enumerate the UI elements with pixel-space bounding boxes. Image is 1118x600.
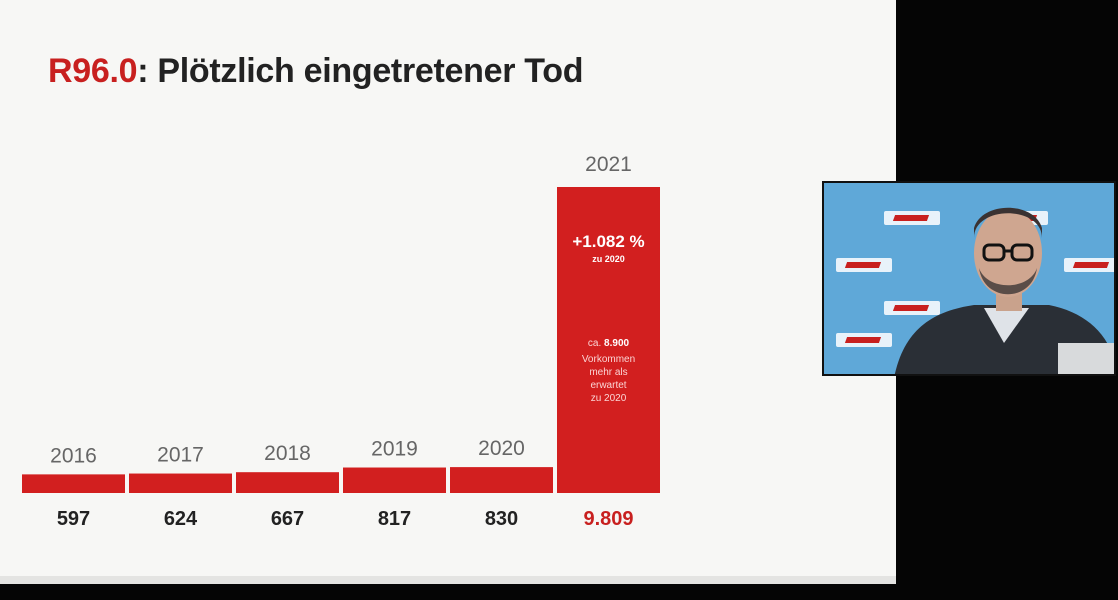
laptop (1058, 343, 1114, 374)
bar (557, 187, 660, 493)
category-label: 2020 (478, 437, 525, 460)
bar (236, 472, 339, 493)
speaker-video-feed (822, 181, 1116, 376)
category-label: 2018 (264, 442, 311, 465)
category-label: 2017 (157, 444, 204, 467)
bar (22, 474, 125, 493)
backdrop-logo (836, 258, 892, 272)
backdrop-logo (1064, 258, 1114, 272)
value-label: 597 (57, 508, 90, 530)
presentation-slide: R96.0: Plötzlich eingetretener Tod 2016 5… (0, 0, 896, 584)
value-label: 667 (271, 508, 304, 530)
value-label: 624 (164, 508, 198, 530)
title-code: R96.0 (48, 52, 138, 90)
backdrop-logo (884, 301, 940, 315)
backdrop-logo (836, 333, 892, 347)
backdrop-logo (884, 211, 940, 225)
category-label: 2021 (585, 153, 632, 176)
note-line: zu 2020 (591, 393, 627, 404)
value-label: 9.809 (583, 508, 633, 530)
change-annotation: +1.082 % (572, 232, 644, 251)
value-label: 830 (485, 508, 518, 530)
slide-bottom-strip (0, 576, 896, 584)
change-sub-annotation: zu 2020 (592, 254, 625, 264)
note-value: ca. 8.900 (588, 338, 630, 349)
bar-chart: 2016 597 2017 624 2018 667 2019 817 2020 830 2021 9… (22, 153, 660, 530)
note-line: erwartet (590, 380, 626, 391)
bar (450, 467, 553, 493)
bar (129, 473, 232, 493)
bar (343, 467, 446, 493)
category-label: 2019 (371, 438, 418, 461)
value-label: 817 (378, 508, 411, 530)
title-text: : Plötzlich eingetretener Tod (137, 52, 584, 90)
category-label: 2016 (50, 444, 97, 467)
slide-title: R96.0: Plötzlich eingetretener Tod (48, 52, 583, 91)
note-line: Vorkommen (582, 354, 635, 365)
note-line: mehr als (589, 367, 627, 378)
